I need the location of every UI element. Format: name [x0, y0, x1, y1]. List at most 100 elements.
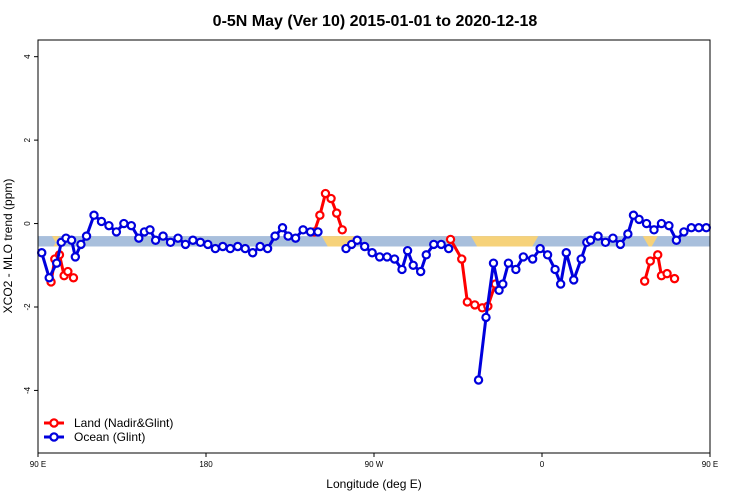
data-point	[550, 264, 560, 275]
data-point	[653, 250, 663, 260]
land-band-segment	[471, 236, 539, 247]
data-point	[367, 248, 377, 258]
data-point	[421, 250, 431, 260]
data-point	[119, 218, 129, 229]
chart-title: 0-5N May (Ver 10) 2015-01-01 to 2020-12-…	[213, 13, 538, 30]
data-point	[283, 231, 293, 241]
y-tick-label: -2	[23, 303, 32, 311]
data-point	[679, 227, 689, 237]
data-point	[290, 233, 301, 243]
legend-marker	[49, 418, 59, 428]
land-band-segment	[642, 236, 658, 247]
data-point	[145, 225, 155, 235]
legend: Land (Nadir&Glint)Ocean (Glint)	[44, 416, 173, 444]
data-point	[639, 276, 650, 286]
data-point	[429, 239, 439, 250]
land-band-segment	[52, 236, 60, 247]
data-point	[408, 260, 418, 270]
data-point	[671, 235, 682, 245]
data-point	[615, 239, 626, 250]
x-tick-label: 90 W	[365, 460, 384, 469]
data-point	[436, 239, 446, 250]
data-point	[111, 227, 122, 237]
data-point	[600, 237, 611, 248]
data-point	[664, 220, 674, 231]
data-point	[359, 241, 370, 252]
data-point	[498, 279, 508, 289]
data-point	[527, 254, 538, 264]
data-point	[397, 264, 407, 275]
data-point	[195, 237, 206, 248]
data-point	[694, 223, 704, 233]
data-point	[68, 273, 79, 283]
legend-label: Ocean (Glint)	[74, 430, 145, 444]
data-point	[662, 268, 672, 279]
y-axis: -4 -2 0 2 4	[23, 54, 38, 394]
data-point	[443, 243, 454, 254]
data-point	[320, 188, 331, 199]
legend-marker	[49, 432, 59, 442]
data-point	[535, 243, 545, 254]
data-point	[382, 252, 392, 262]
x-tick-label: 90 E	[702, 460, 718, 469]
data-point	[240, 243, 250, 254]
data-point	[352, 235, 362, 245]
data-point	[470, 300, 480, 310]
y-tick-label: -4	[23, 386, 32, 394]
data-point	[623, 229, 633, 239]
data-point	[337, 225, 347, 235]
x-axis: 90 E 180 90 W 0 90 E	[30, 453, 718, 469]
data-point	[608, 233, 618, 243]
y-tick-label: 2	[23, 137, 32, 142]
x-tick-label: 0	[540, 460, 545, 469]
data-point	[70, 252, 81, 262]
data-point	[96, 216, 107, 227]
data-point	[511, 264, 521, 275]
data-point	[126, 220, 137, 231]
data-point	[210, 243, 221, 254]
x-axis-label: Longitude (deg E)	[326, 477, 421, 491]
data-point	[445, 234, 456, 245]
data-point	[104, 220, 114, 231]
data-point	[641, 218, 652, 229]
data-point	[645, 256, 655, 266]
y-tick-label: 0	[23, 221, 32, 226]
data-point	[173, 233, 183, 243]
data-point	[262, 243, 273, 254]
data-point	[315, 210, 325, 220]
data-point	[656, 218, 667, 229]
legend-label: Land (Nadir&Glint)	[74, 416, 173, 430]
data-point	[51, 258, 62, 268]
reference-band-fill	[38, 236, 710, 247]
series-ocean-glint-	[37, 210, 711, 385]
data-point	[503, 258, 514, 268]
data-point	[188, 235, 198, 245]
data-point	[576, 254, 586, 264]
y-tick-label: 4	[23, 54, 32, 59]
data-point	[134, 233, 144, 243]
data-point	[649, 225, 659, 235]
data-point	[270, 231, 280, 241]
data-point	[518, 252, 529, 262]
data-point	[225, 243, 235, 254]
data-point	[481, 312, 491, 323]
data-point	[542, 250, 553, 260]
data-point	[569, 275, 579, 285]
data-point	[44, 273, 54, 283]
data-point	[218, 241, 228, 252]
data-point	[389, 254, 400, 264]
data-point	[561, 248, 571, 258]
data-point	[473, 375, 484, 385]
data-point	[313, 227, 323, 237]
data-point	[89, 210, 99, 220]
data-point	[331, 208, 342, 218]
data-point	[203, 239, 213, 250]
data-point	[165, 237, 176, 248]
data-point	[585, 235, 596, 245]
series-line	[345, 238, 450, 274]
data-point	[277, 223, 288, 233]
data-point	[415, 266, 426, 277]
data-point	[158, 231, 168, 241]
data-point	[488, 258, 499, 268]
data-point	[150, 235, 161, 245]
